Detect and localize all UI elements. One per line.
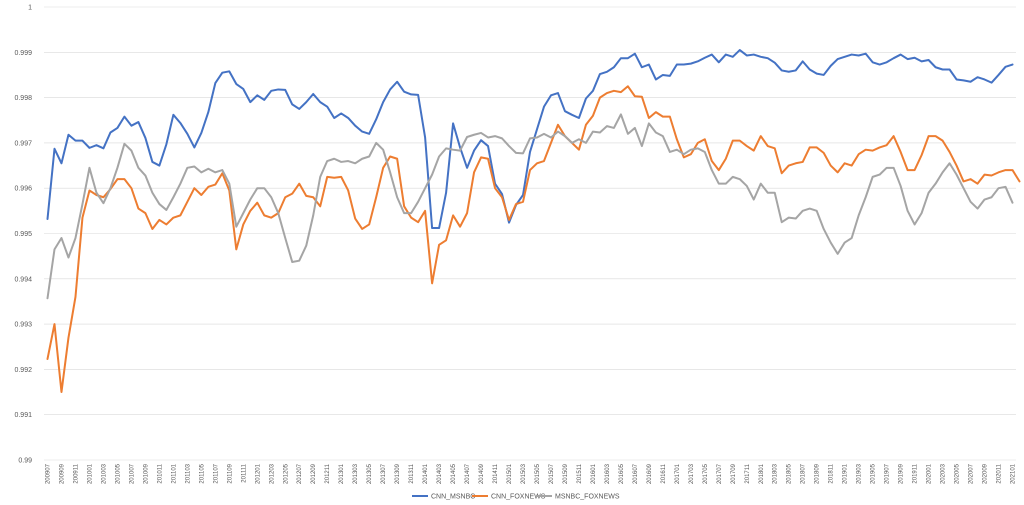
- x-tick-label: 201809: [815, 463, 821, 484]
- x-tick-label: 201403: [437, 463, 443, 484]
- x-tick-label: 201707: [717, 463, 723, 484]
- x-tick-label: 201201: [255, 463, 261, 484]
- legend-label: CNN_MSNBC: [431, 494, 475, 501]
- x-tick-label: 201409: [479, 463, 485, 484]
- x-tick-label: 201305: [367, 463, 373, 484]
- x-tick-label: 201103: [185, 463, 191, 483]
- x-tick-label: 202011: [997, 463, 1003, 483]
- x-tick-label: 201601: [591, 463, 597, 484]
- y-tick-label: 0.991: [14, 412, 32, 419]
- y-tick-label: 0.993: [14, 322, 32, 329]
- series-line-cnn-msnbc: [46, 49, 1014, 230]
- x-tick-label: 201107: [213, 463, 219, 483]
- y-tick-label: 0.995: [14, 231, 32, 238]
- x-tick-label: 201603: [605, 463, 611, 484]
- x-tick-label: 201303: [353, 463, 359, 484]
- x-tick-label: 201503: [521, 463, 527, 484]
- x-tick-label: 201401: [423, 463, 429, 484]
- x-tick-label: 201703: [689, 463, 695, 484]
- x-tick-label: 201407: [465, 463, 471, 484]
- x-tick-label: 201911: [913, 463, 919, 483]
- x-tick-label: 201605: [619, 463, 625, 484]
- x-tick-label: 201811: [829, 463, 835, 483]
- x-tick-label: 201211: [325, 463, 331, 483]
- x-tick-label: 201901: [843, 463, 849, 484]
- x-tick-label: 201111: [241, 463, 247, 482]
- x-axis-tick-labels: 200907 200909 200911 201001 201003 201005 2010…: [45, 463, 1016, 484]
- x-tick-label: 201205: [283, 463, 289, 484]
- y-tick-label: 0.99: [18, 458, 32, 465]
- y-tick-label: 0.992: [14, 367, 32, 374]
- x-tick-label: 200907: [45, 463, 51, 484]
- x-tick-label: 201907: [885, 463, 891, 484]
- x-tick-label: 201207: [297, 463, 303, 484]
- x-tick-label: 201803: [773, 463, 779, 484]
- x-tick-label: 201001: [87, 463, 93, 484]
- x-tick-label: 201009: [143, 463, 149, 484]
- x-tick-label: 201705: [703, 463, 709, 484]
- x-tick-label: 201511: [577, 463, 583, 483]
- x-tick-label: 201909: [899, 463, 905, 484]
- y-tick-label: 0.998: [14, 95, 32, 102]
- x-tick-label: 201805: [787, 463, 793, 484]
- x-tick-label: 201105: [199, 463, 205, 483]
- x-tick-label: 201509: [563, 463, 569, 484]
- y-tick-label: 1: [28, 5, 32, 12]
- x-tick-label: 201011: [157, 463, 163, 483]
- x-tick-label: 201801: [759, 463, 765, 484]
- gridlines: [44, 6, 1016, 461]
- x-tick-label: 201005: [115, 463, 121, 484]
- y-axis-tick-labels: 0.99 0.991 0.992 0.993 0.994 0.995 0.996 0.997 0…: [14, 5, 32, 465]
- x-tick-label: 201609: [647, 463, 653, 484]
- x-tick-label: 201607: [633, 463, 639, 484]
- x-tick-label: 201505: [535, 463, 541, 484]
- series-line-cnn-foxnews: [46, 85, 1021, 394]
- x-tick-label: 201501: [507, 463, 513, 484]
- x-tick-label: 201411: [493, 463, 499, 483]
- x-tick-label: 201807: [801, 463, 807, 484]
- x-tick-label: 202005: [955, 463, 961, 484]
- legend-label: MSNBC_FOXNEWS: [555, 494, 620, 501]
- y-tick-label: 0.996: [14, 186, 32, 193]
- x-tick-label: 202101: [1011, 463, 1017, 484]
- x-tick-label: 202003: [941, 463, 947, 484]
- x-tick-label: 201203: [269, 463, 275, 484]
- x-tick-label: 201903: [857, 463, 863, 484]
- x-tick-label: 201405: [451, 463, 457, 484]
- x-tick-label: 202007: [969, 463, 975, 484]
- x-tick-label: 201701: [675, 463, 681, 484]
- x-tick-label: 201905: [871, 463, 877, 484]
- y-tick-label: 0.999: [14, 50, 32, 57]
- x-tick-label: 201611: [661, 463, 667, 483]
- x-tick-label: 201003: [101, 463, 107, 484]
- y-tick-label: 0.997: [14, 140, 32, 147]
- x-tick-label: 202009: [983, 463, 989, 484]
- x-tick-label: 201007: [129, 463, 135, 484]
- x-tick-label: 201307: [381, 463, 387, 484]
- x-tick-label: 201309: [395, 463, 401, 484]
- x-tick-label: 201711: [745, 463, 751, 483]
- x-tick-label: 202001: [927, 463, 933, 484]
- x-tick-label: 201311: [409, 463, 415, 483]
- y-tick-label: 0.994: [14, 276, 32, 283]
- legend-label: CNN_FOXNEWS: [491, 494, 546, 501]
- x-tick-label: 201507: [549, 463, 555, 484]
- x-tick-label: 201209: [311, 463, 317, 484]
- x-tick-label: 201101: [171, 463, 177, 483]
- legend: CNN_MSNBC CNN_FOXNEWS MSNBC_FOXNEWS: [412, 494, 620, 501]
- x-tick-label: 201109: [227, 463, 233, 483]
- x-tick-label: 201709: [731, 463, 737, 484]
- x-tick-label: 200909: [59, 463, 65, 484]
- series-line-msnbc-foxnews: [46, 113, 1014, 300]
- x-tick-label: 201301: [339, 463, 345, 484]
- series-lines: [46, 49, 1021, 394]
- x-tick-label: 200911: [73, 463, 79, 483]
